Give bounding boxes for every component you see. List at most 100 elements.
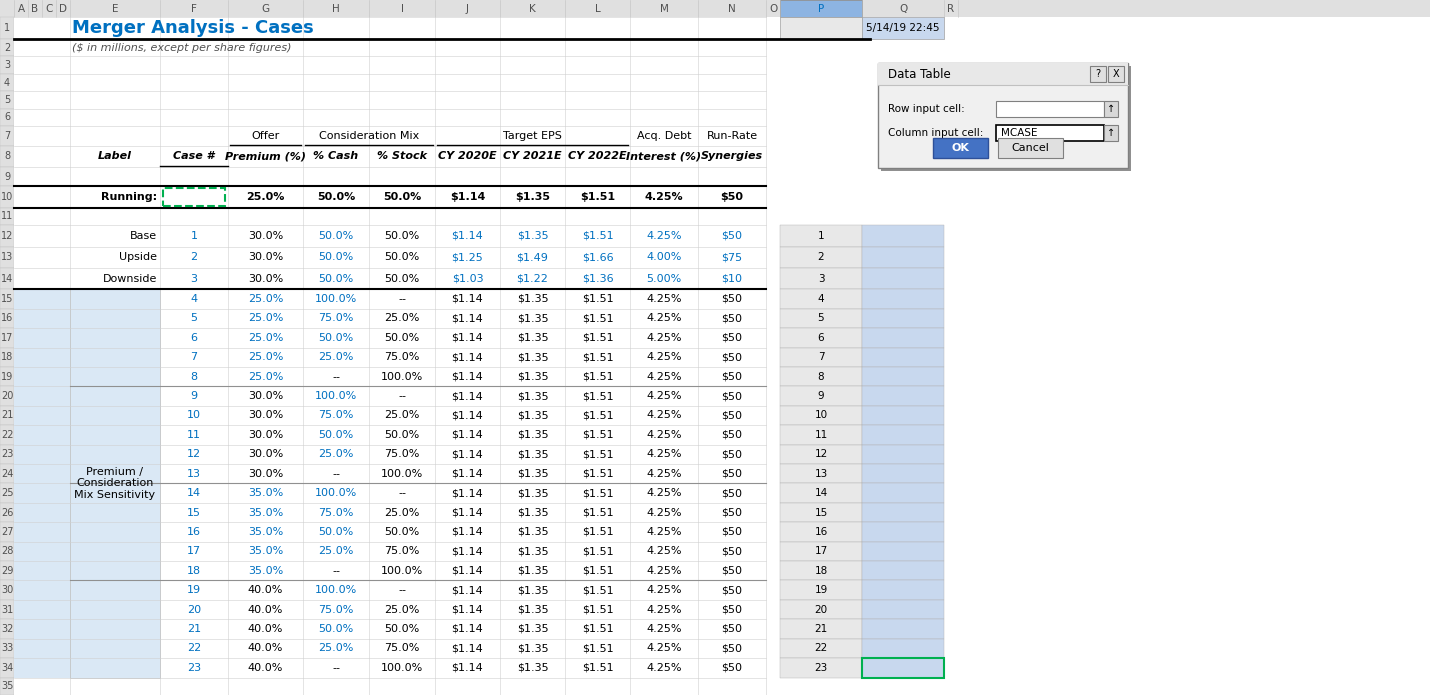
Text: 17: 17 [814,546,828,556]
Text: $50: $50 [722,585,742,595]
Bar [0,74,14,91]
Bar [14,309,160,328]
Text: --: -- [398,488,406,498]
Bar [0,580,14,600]
Text: --: -- [398,391,406,401]
Bar [862,328,944,348]
Text: 9: 9 [190,391,197,401]
Bar [862,522,944,541]
Text: $1.35: $1.35 [516,411,548,420]
Bar [1090,66,1105,82]
Text: $1.51: $1.51 [582,624,613,634]
Bar [862,619,944,639]
Text: O: O [769,3,776,14]
Text: 11: 11 [1,211,13,222]
Bar [70,658,160,678]
Text: 30.0%: 30.0% [247,411,283,420]
Text: $1.22: $1.22 [516,274,549,284]
Bar [779,425,862,445]
Bar [14,464,160,484]
Text: 15: 15 [1,294,13,304]
Text: 40.0%: 40.0% [247,605,283,614]
Bar [0,126,14,145]
Text: 25.0%: 25.0% [319,546,353,556]
Text: 26: 26 [1,507,13,518]
Text: 25.0%: 25.0% [247,372,283,382]
Bar [862,561,944,580]
Text: 22: 22 [187,644,202,653]
Text: 4.25%: 4.25% [646,546,682,556]
Text: $1.35: $1.35 [516,391,548,401]
Text: 20: 20 [187,605,202,614]
Text: $50: $50 [722,624,742,634]
Text: 5: 5 [4,95,10,105]
Text: 15: 15 [187,507,202,518]
Text: $1.14: $1.14 [450,192,485,202]
Text: $1.51: $1.51 [582,507,613,518]
Text: $1.35: $1.35 [516,430,548,440]
Text: 1: 1 [818,231,824,241]
Text: $1.14: $1.14 [452,644,483,653]
Bar [0,502,14,522]
Bar [862,348,944,367]
Bar [862,386,944,406]
Bar [14,17,766,695]
Text: 100.0%: 100.0% [315,294,358,304]
Text: 8: 8 [190,372,197,382]
Bar [0,225,14,247]
Bar [0,108,14,126]
Text: $1.14: $1.14 [452,352,483,362]
Bar [779,445,862,464]
Text: --: -- [332,372,340,382]
Text: $1.14: $1.14 [452,624,483,634]
Text: Target EPS: Target EPS [503,131,562,141]
Text: 25.0%: 25.0% [385,411,419,420]
Text: $1.35: $1.35 [516,566,548,575]
Text: 30.0%: 30.0% [247,430,283,440]
Bar [0,145,14,167]
Text: H: H [332,3,340,14]
Text: Premium (%): Premium (%) [225,152,306,161]
Text: E: E [112,3,119,14]
Bar [0,406,14,425]
Text: 21: 21 [814,624,828,634]
Text: $1.35: $1.35 [515,192,551,202]
Bar [70,580,160,600]
Text: 6: 6 [190,333,197,343]
Bar [0,309,14,328]
Text: 100.0%: 100.0% [315,585,358,595]
Text: $1.51: $1.51 [582,663,613,673]
Text: 75.0%: 75.0% [385,546,419,556]
Text: CY 2020E: CY 2020E [438,152,496,161]
Bar [997,101,1104,117]
Text: 18: 18 [187,566,202,575]
Text: $50: $50 [722,352,742,362]
Text: 2: 2 [818,252,824,262]
Text: 75.0%: 75.0% [319,411,353,420]
Text: 4.25%: 4.25% [646,313,682,323]
Text: $50: $50 [722,313,742,323]
Text: 7: 7 [818,352,824,362]
Bar [862,639,944,658]
Text: $1.14: $1.14 [452,411,483,420]
Text: Upside: Upside [119,252,157,262]
Text: $1.51: $1.51 [582,372,613,382]
Text: 6: 6 [818,333,824,343]
Text: 25.0%: 25.0% [319,352,353,362]
Text: $1.35: $1.35 [516,449,548,459]
Bar [862,268,944,289]
Bar [14,619,160,639]
Text: 6: 6 [4,113,10,122]
Text: Base: Base [130,231,157,241]
Text: $50: $50 [721,192,744,202]
Bar [862,406,944,425]
Text: 100.0%: 100.0% [380,566,423,575]
Text: 18: 18 [814,566,828,575]
Text: 21: 21 [1,411,13,420]
Text: 4.25%: 4.25% [646,566,682,575]
Bar [70,406,160,425]
Bar [878,63,1128,168]
Text: $1.35: $1.35 [516,468,548,479]
Text: ↑: ↑ [1107,128,1115,138]
Bar [862,658,944,678]
